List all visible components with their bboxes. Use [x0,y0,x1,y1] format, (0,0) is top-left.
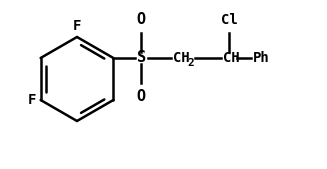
Text: 2: 2 [187,58,194,68]
Text: O: O [137,12,146,27]
Text: F: F [73,19,81,33]
Text: O: O [137,89,146,104]
Text: CH: CH [223,51,240,65]
Text: F: F [27,93,36,107]
Text: Ph: Ph [253,51,270,65]
Text: CH: CH [173,51,190,65]
Text: S: S [137,51,146,66]
Text: Cl: Cl [221,13,238,27]
